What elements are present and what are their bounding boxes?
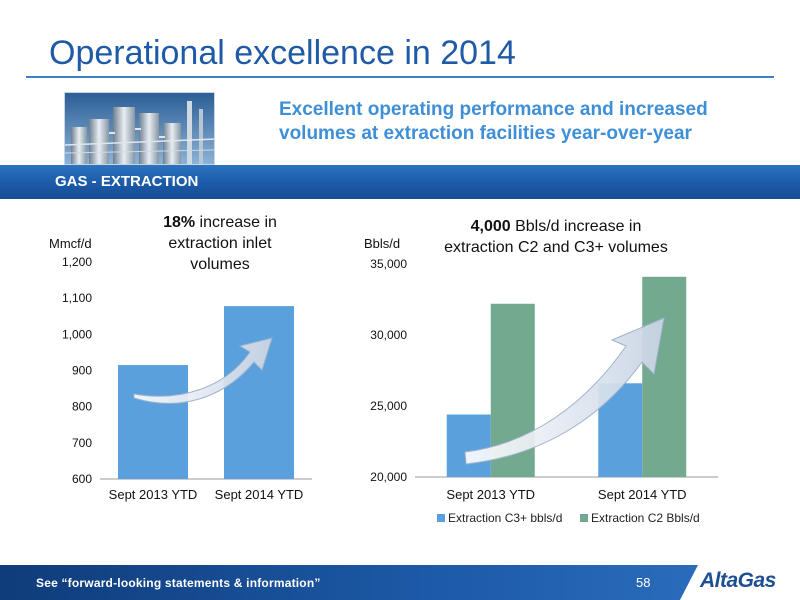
left-y-tick-label: 1,200 [62, 255, 92, 269]
right-chart-annotation: 4,000 Bbls/d increase in extraction C2 a… [410, 216, 702, 258]
right-bar [598, 383, 643, 477]
right-x-tick-label: Sept 2013 YTD [446, 487, 535, 502]
left-annotation-text-2: extraction inlet [168, 235, 272, 252]
left-y-tick-label: 1,100 [62, 291, 92, 305]
slide-title: Operational excellence in 2014 [49, 34, 516, 72]
right-y-tick-label: 35,000 [370, 257, 407, 271]
left-bar [118, 365, 188, 479]
right-bar [490, 303, 535, 477]
left-y-tick-label: 700 [72, 436, 92, 450]
right-chart: 20,000 25,000 30,000 35,000 Sept 2013 YTD Sep… [370, 257, 718, 525]
right-bar [642, 276, 687, 477]
logo-background [680, 565, 800, 600]
footer-bar [0, 565, 800, 600]
left-y-tick-label: 600 [72, 472, 92, 486]
left-x-tick-label: Sept 2013 YTD [109, 487, 198, 502]
right-bar [446, 414, 491, 477]
right-annotation-bold: 4,000 [470, 218, 511, 235]
right-y-tick-label: 20,000 [370, 470, 407, 484]
section-label: GAS - EXTRACTION [55, 173, 199, 190]
altagas-logo: AltaGas [700, 569, 776, 592]
left-annotation-text-1: increase in [199, 214, 277, 231]
right-x-tick-label: Sept 2014 YTD [598, 487, 687, 502]
left-y-tick-label: 1,000 [62, 327, 92, 341]
facility-photo [64, 92, 215, 165]
headline: Excellent operating performance and incr… [279, 98, 759, 146]
legend-label: Extraction C2 Bbls/d [591, 511, 700, 525]
headline-line-2: volumes at extraction facilities year-ov… [279, 123, 692, 144]
left-annotation-text-3: volumes [190, 256, 250, 273]
left-y-unit: Mmcf/d [49, 236, 92, 251]
left-x-tick-label: Sept 2014 YTD [215, 487, 304, 502]
left-growth-arrow [133, 337, 273, 404]
left-annotation-bold: 18% [163, 214, 196, 231]
legend-swatch [580, 514, 588, 522]
right-annotation-text-2: extraction C2 and C3+ volumes [444, 239, 668, 256]
right-y-tick-label: 30,000 [370, 328, 407, 342]
legend-label: Extraction C3+ bbls/d [448, 511, 562, 525]
page-number: 58 [636, 575, 651, 590]
facility-photo-illustration [65, 93, 214, 164]
legend-swatch [437, 514, 445, 522]
left-bar [224, 306, 294, 479]
right-growth-arrow [464, 317, 665, 465]
right-y-tick-label: 25,000 [370, 399, 407, 413]
section-band [0, 165, 800, 199]
headline-line-1: Excellent operating performance and incr… [279, 99, 708, 120]
right-annotation-text-1: Bbls/d increase in [515, 218, 642, 235]
left-y-tick-label: 900 [72, 364, 92, 378]
left-chart: 600 700 800 900 1,000 1,100 1,200 Sept 2013 YTD… [62, 255, 312, 502]
right-y-unit: Bbls/d [364, 236, 401, 251]
left-chart-annotation: 18% increase in extraction inlet volumes [120, 212, 320, 275]
title-divider [26, 76, 774, 78]
footer-disclaimer-link[interactable]: See “forward-looking statements & inform… [36, 576, 321, 590]
left-y-tick-label: 800 [72, 400, 92, 414]
